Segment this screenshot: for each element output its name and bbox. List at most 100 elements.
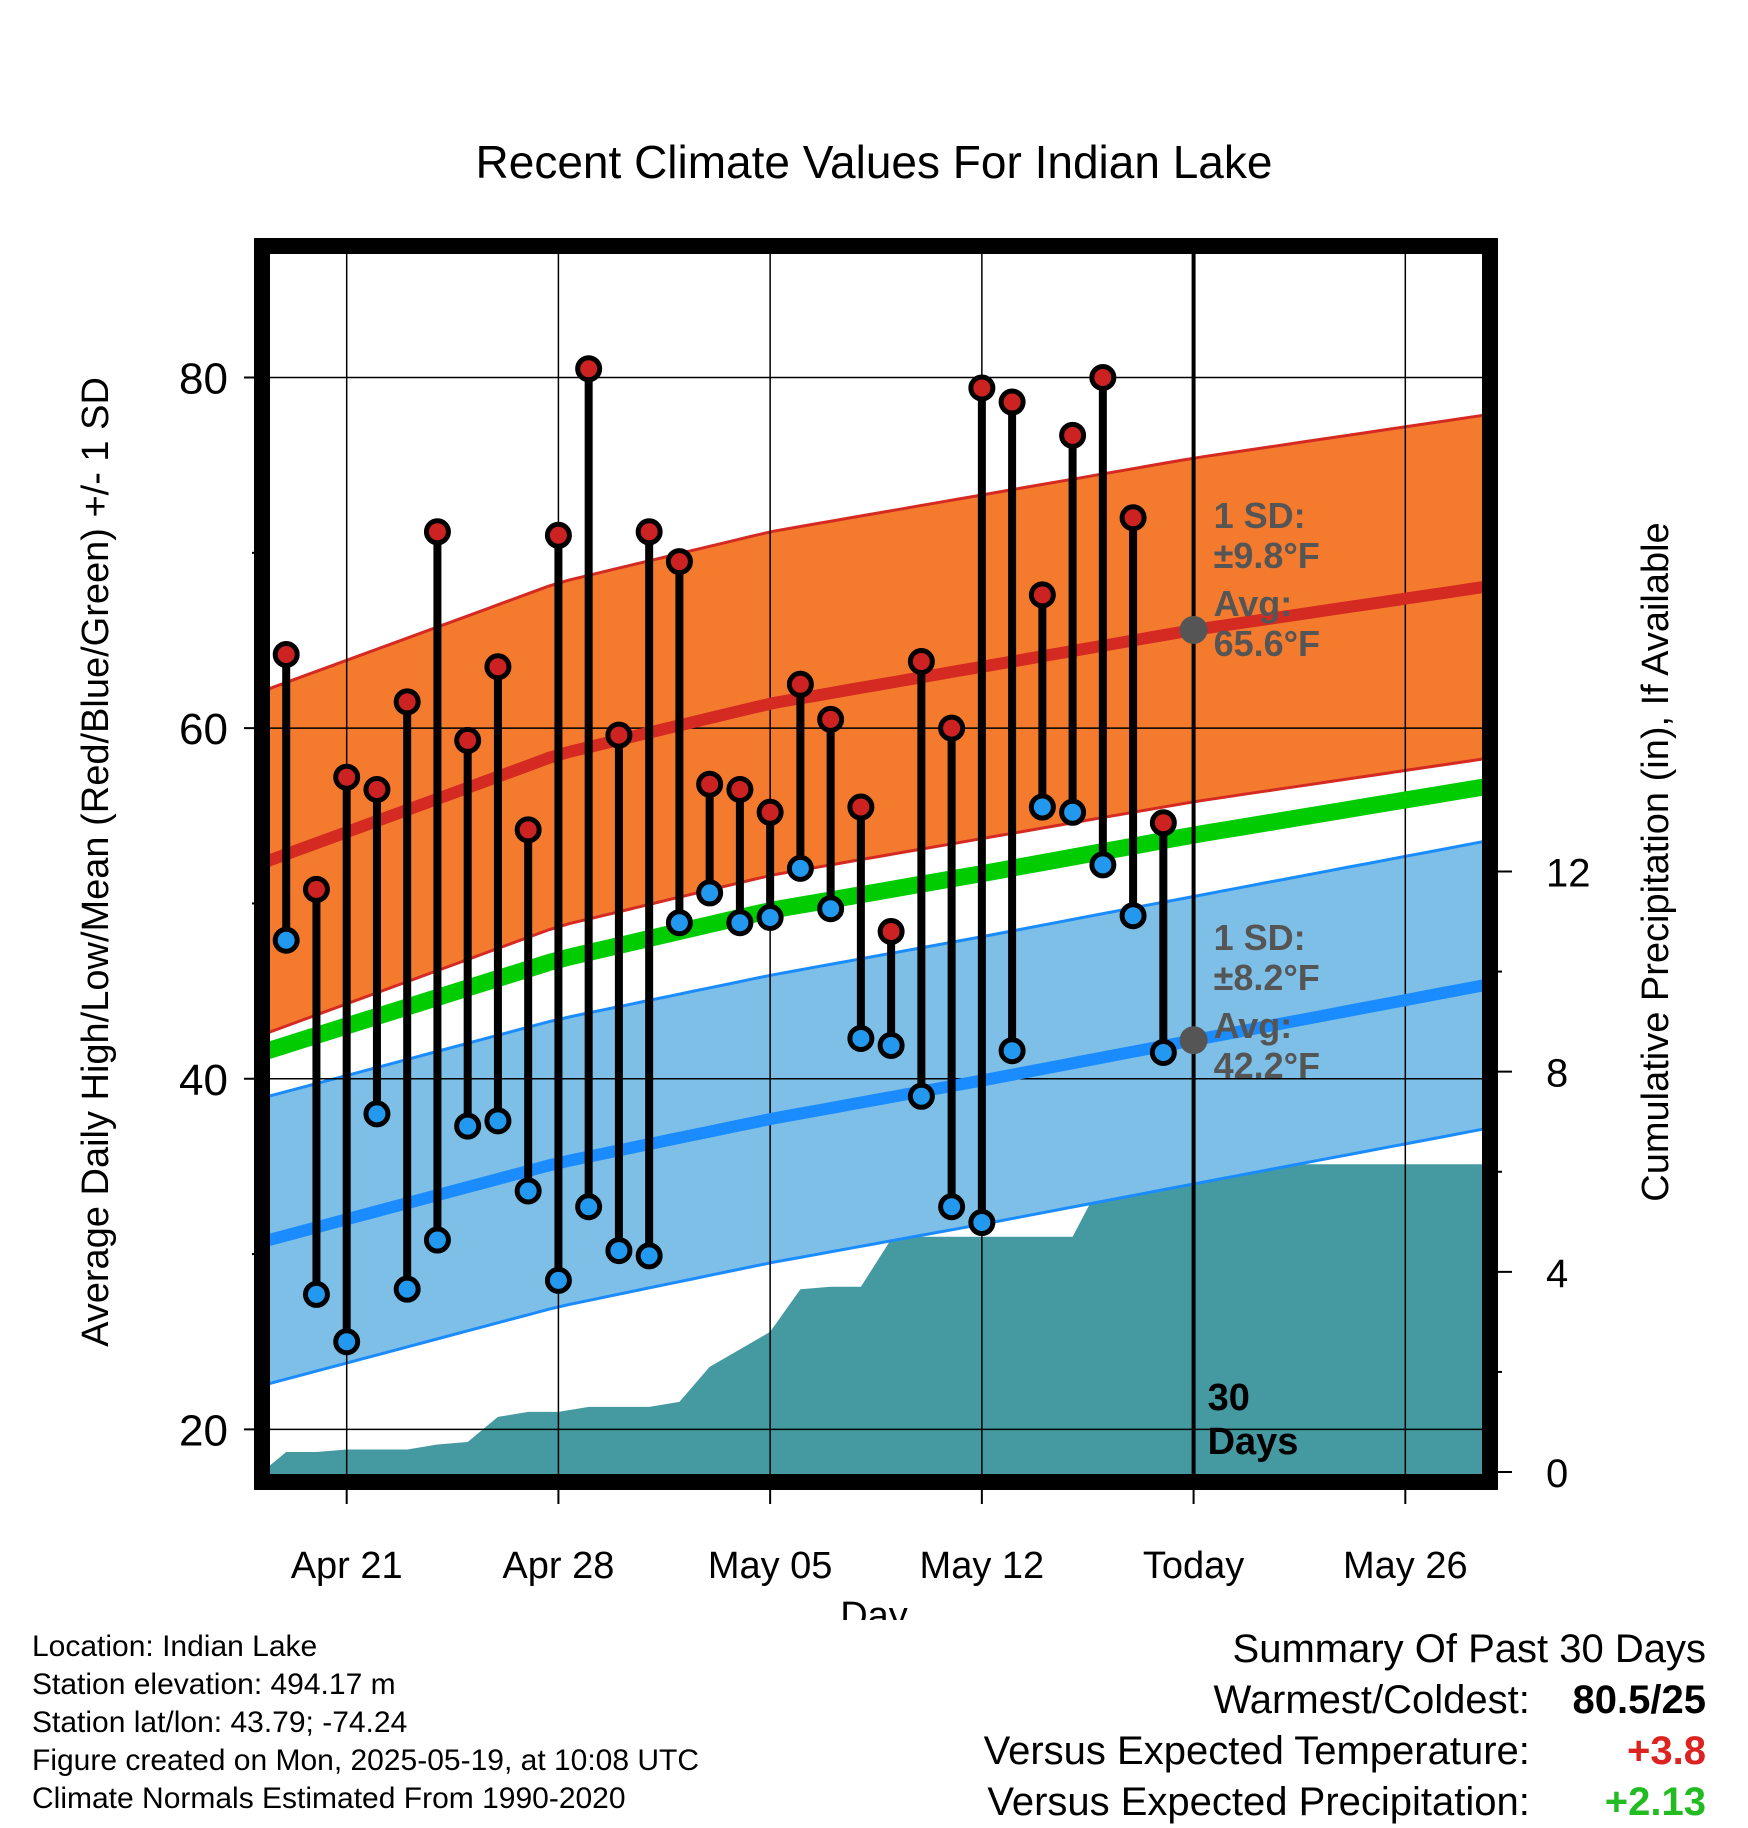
high-temp-point xyxy=(968,374,996,402)
high-temp-point xyxy=(877,917,905,945)
high-temp-point xyxy=(302,875,330,903)
high-temp-point xyxy=(1089,363,1117,391)
low-average-marker xyxy=(1179,1026,1208,1055)
y2-tick-label: 8 xyxy=(1546,1052,1568,1096)
low-annotation-line1: 1 SD: xyxy=(1214,917,1306,958)
x-tick-label: May 26 xyxy=(1343,1545,1468,1587)
low-temp-point xyxy=(302,1280,330,1308)
warmest-row: Warmest/Coldest: 80.5/25 xyxy=(984,1675,1707,1726)
precip-row: Versus Expected Precipitation: +2.13 xyxy=(984,1777,1706,1828)
high-temp-point xyxy=(635,518,663,546)
low-temp-point xyxy=(575,1193,603,1221)
high-temp-point xyxy=(1059,421,1087,449)
plot-frame xyxy=(254,238,1498,1490)
low-annotation-line2: ±8.2°F xyxy=(1214,957,1320,998)
high-average-marker xyxy=(1179,615,1208,644)
high-annotation-line2: ±9.8°F xyxy=(1214,535,1320,576)
y-tick-label: 40 xyxy=(179,1056,228,1105)
low-temp-point xyxy=(786,854,814,882)
climate-chart: Recent Climate Values For Indian Lake Av… xyxy=(75,136,1677,1620)
low-temp-point xyxy=(817,895,845,923)
x-tick-label: Today xyxy=(1143,1545,1244,1587)
high-temp-point xyxy=(817,705,845,733)
high-temp-point xyxy=(575,355,603,383)
low-temp-point xyxy=(1149,1038,1177,1066)
location-text: Location: Indian Lake xyxy=(32,1630,318,1663)
high-annotation-line1: 1 SD: xyxy=(1214,495,1306,536)
y-tick-label: 60 xyxy=(179,705,228,754)
high-temp-point xyxy=(514,816,542,844)
high-band xyxy=(262,414,1490,1035)
high-temp-point xyxy=(696,770,724,798)
low-temp-point xyxy=(1059,798,1087,826)
high-temp-point xyxy=(1028,581,1056,609)
low-annotation-line3: Avg: xyxy=(1214,1005,1293,1046)
warmest-value: 80.5/25 xyxy=(1572,1678,1706,1722)
y2-tick-label: 0 xyxy=(1546,1452,1568,1496)
today-days-label: 30 xyxy=(1208,1377,1250,1419)
low-temp-point xyxy=(363,1100,391,1128)
x-tick-label: May 05 xyxy=(708,1545,833,1587)
low-temp-point xyxy=(877,1031,905,1059)
high-temp-point xyxy=(393,688,421,716)
y-tick-label: 80 xyxy=(179,354,228,403)
warmest-label: Warmest/Coldest: xyxy=(1213,1678,1530,1722)
y-tick-label: 20 xyxy=(179,1406,228,1455)
low-band-lower-edge xyxy=(262,1126,1490,1388)
low-temp-point xyxy=(635,1242,663,1270)
low-temp-point xyxy=(423,1226,451,1254)
high-temp-point xyxy=(1119,504,1147,532)
high-temp-point xyxy=(544,521,572,549)
low-temp-point xyxy=(272,926,300,954)
high-temp-point xyxy=(665,548,693,576)
low-annotation-line4: 42.2°F xyxy=(1214,1045,1320,1086)
low-temp-point xyxy=(968,1209,996,1237)
temp-label: Versus Expected Temperature: xyxy=(983,1729,1530,1773)
high-temp-point xyxy=(1149,809,1177,837)
high-temp-point xyxy=(484,653,512,681)
normals-text: Climate Normals Estimated From 1990-2020 xyxy=(32,1782,626,1815)
high-temp-point xyxy=(756,798,784,826)
x-tick-label: Apr 28 xyxy=(502,1545,614,1587)
y2-tick-label: 4 xyxy=(1546,1252,1568,1296)
low-temp-point xyxy=(847,1024,875,1052)
high-temp-point xyxy=(847,793,875,821)
high-temp-point xyxy=(998,388,1026,416)
low-band xyxy=(262,840,1490,1386)
low-temp-point xyxy=(726,909,754,937)
chart-title: Recent Climate Values For Indian Lake xyxy=(476,136,1273,188)
low-temp-point xyxy=(454,1112,482,1140)
low-temp-point xyxy=(998,1037,1026,1065)
low-temp-point xyxy=(393,1275,421,1303)
low-temp-point xyxy=(484,1107,512,1135)
latlon-text: Station lat/lon: 43.79; -74.24 xyxy=(32,1706,408,1739)
y2-axis-label: Cumulative Precipitation (in), If Availa… xyxy=(1635,522,1677,1201)
low-temp-point xyxy=(756,903,784,931)
low-temp-point xyxy=(605,1237,633,1265)
high-temp-point xyxy=(726,775,754,803)
high-temp-point xyxy=(907,648,935,676)
low-average-line xyxy=(262,978,1490,1248)
y-axis-label: Average Daily High/Low/Mean (Red/Blue/Gr… xyxy=(75,377,117,1347)
temp-row: Versus Expected Temperature: +3.8 xyxy=(984,1726,1706,1777)
y2-tick-label: 12 xyxy=(1546,852,1591,896)
low-temp-point xyxy=(665,909,693,937)
low-temp-point xyxy=(938,1193,966,1221)
high-temp-point xyxy=(938,714,966,742)
low-temp-point xyxy=(514,1177,542,1205)
high-temp-point xyxy=(454,726,482,754)
x-tick-label: Apr 21 xyxy=(291,1545,403,1587)
temp-value: +3.8 xyxy=(1627,1729,1706,1773)
elevation-text: Station elevation: 494.17 m xyxy=(32,1668,396,1701)
high-temp-point xyxy=(333,763,361,791)
low-temp-point xyxy=(696,879,724,907)
high-annotation-line3: Avg: xyxy=(1214,583,1293,624)
high-temp-point xyxy=(272,640,300,668)
x-axis-label: Day xyxy=(840,1595,908,1620)
low-temp-point xyxy=(907,1082,935,1110)
created-text: Figure created on Mon, 2025-05-19, at 10… xyxy=(32,1744,700,1777)
precip-value: +2.13 xyxy=(1604,1780,1706,1824)
x-tick-label: May 12 xyxy=(920,1545,1045,1587)
